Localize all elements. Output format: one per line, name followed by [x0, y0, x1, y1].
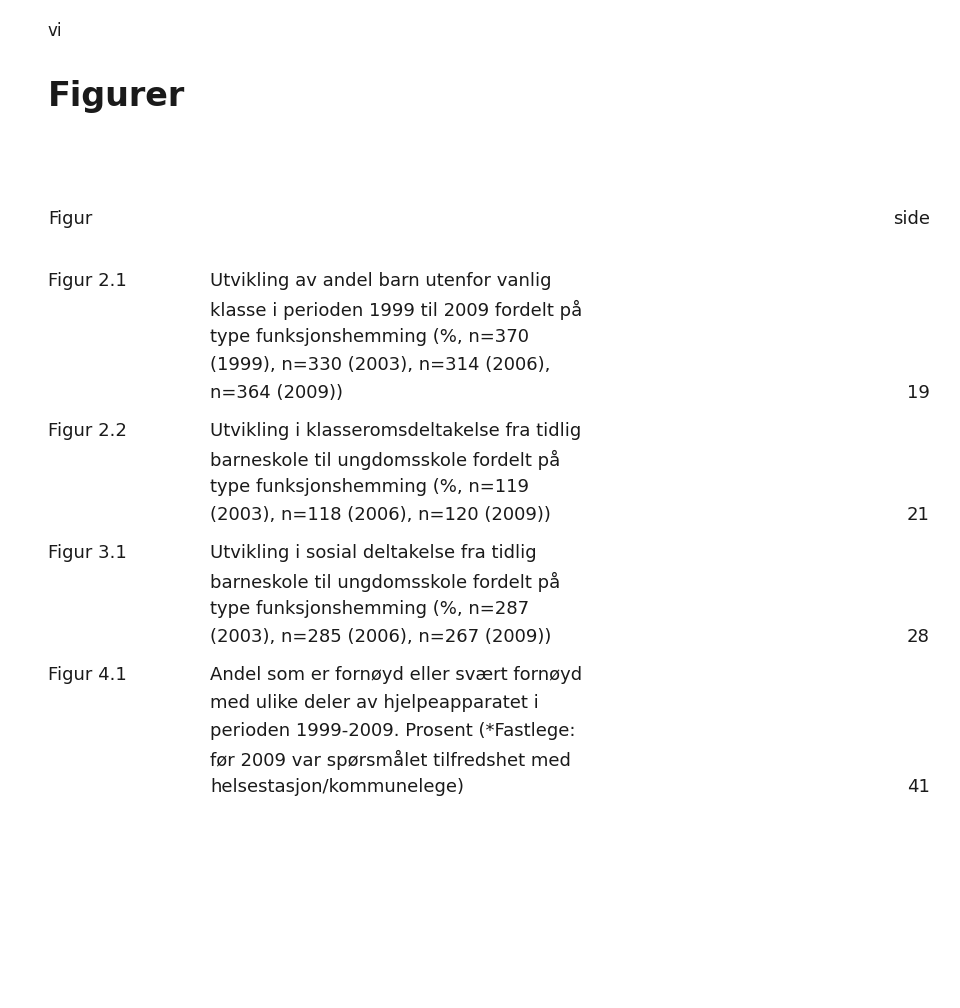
Text: barneskole til ungdomsskole fordelt på: barneskole til ungdomsskole fordelt på — [210, 572, 561, 592]
Text: (2003), n=118 (2006), n=120 (2009)): (2003), n=118 (2006), n=120 (2009)) — [210, 506, 551, 524]
Text: type funksjonshemming (%, n=119: type funksjonshemming (%, n=119 — [210, 478, 529, 496]
Text: 28: 28 — [907, 628, 930, 646]
Text: Andel som er fornøyd eller svært fornøyd: Andel som er fornøyd eller svært fornøyd — [210, 666, 582, 684]
Text: type funksjonshemming (%, n=287: type funksjonshemming (%, n=287 — [210, 600, 529, 618]
Text: Utvikling i klasseromsdeltakelse fra tidlig: Utvikling i klasseromsdeltakelse fra tid… — [210, 422, 581, 440]
Text: Figur 2.2: Figur 2.2 — [48, 422, 127, 440]
Text: før 2009 var spørsmålet tilfredshet med: før 2009 var spørsmålet tilfredshet med — [210, 750, 571, 770]
Text: Figur 4.1: Figur 4.1 — [48, 666, 127, 684]
Text: med ulike deler av hjelpeapparatet i: med ulike deler av hjelpeapparatet i — [210, 694, 539, 712]
Text: 41: 41 — [907, 778, 930, 796]
Text: (1999), n=330 (2003), n=314 (2006),: (1999), n=330 (2003), n=314 (2006), — [210, 356, 550, 374]
Text: Figur 3.1: Figur 3.1 — [48, 544, 127, 562]
Text: vi: vi — [48, 22, 62, 40]
Text: 19: 19 — [907, 384, 930, 402]
Text: klasse i perioden 1999 til 2009 fordelt på: klasse i perioden 1999 til 2009 fordelt … — [210, 300, 583, 321]
Text: helsestasjon/kommunelege): helsestasjon/kommunelege) — [210, 778, 464, 796]
Text: Figur 2.1: Figur 2.1 — [48, 272, 127, 290]
Text: Utvikling i sosial deltakelse fra tidlig: Utvikling i sosial deltakelse fra tidlig — [210, 544, 537, 562]
Text: 21: 21 — [907, 506, 930, 524]
Text: (2003), n=285 (2006), n=267 (2009)): (2003), n=285 (2006), n=267 (2009)) — [210, 628, 551, 646]
Text: Figurer: Figurer — [48, 80, 185, 113]
Text: barneskole til ungdomsskole fordelt på: barneskole til ungdomsskole fordelt på — [210, 450, 561, 470]
Text: n=364 (2009)): n=364 (2009)) — [210, 384, 343, 402]
Text: Figur: Figur — [48, 210, 92, 228]
Text: Utvikling av andel barn utenfor vanlig: Utvikling av andel barn utenfor vanlig — [210, 272, 551, 290]
Text: side: side — [893, 210, 930, 228]
Text: perioden 1999-2009. Prosent (*Fastlege:: perioden 1999-2009. Prosent (*Fastlege: — [210, 722, 575, 740]
Text: type funksjonshemming (%, n=370: type funksjonshemming (%, n=370 — [210, 328, 529, 346]
